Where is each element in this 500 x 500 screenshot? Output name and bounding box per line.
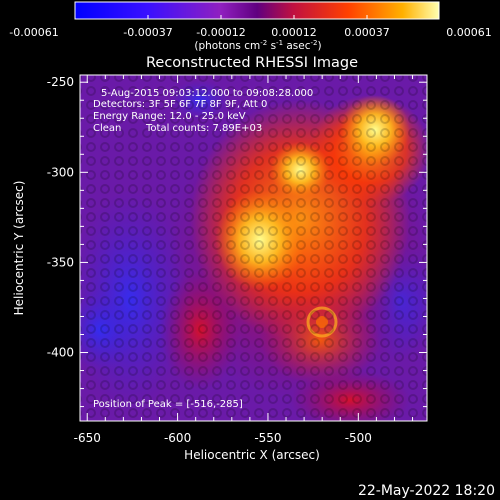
y-tick-label: -250 (47, 75, 74, 89)
colorbar-tick-label: -0.00012 (196, 26, 245, 39)
colorbar-gradient (74, 1, 440, 20)
colorbar-tick-label: 0.00037 (344, 26, 390, 39)
colorbar-units: (photons cm-2 s-1 asec-2) (194, 39, 321, 52)
timestamp: 22-May-2022 18:20 (358, 483, 495, 499)
colorbar-tick-marks (74, 15, 440, 19)
info-time-range: 5-Aug-2015 09:03:12.000 to 09:08:28.000 (101, 88, 313, 99)
y-axis-ticks: -250 -300 -350 -400 (47, 75, 427, 408)
y-axis-label: Heliocentric Y (arcsec) (12, 181, 26, 316)
rhessi-image (80, 75, 427, 421)
x-tick-label: -600 (164, 431, 191, 445)
colorbar-tick-label: -0.00037 (123, 26, 172, 39)
info-total-counts: Total counts: 7.89E+03 (145, 123, 262, 134)
info-method: Clean (93, 123, 121, 134)
x-tick-label: -500 (345, 431, 372, 445)
y-tick-label: -350 (47, 255, 74, 269)
colorbar-tick-label: 0.00012 (271, 26, 317, 39)
colorbar-tick-label: 0.00061 (446, 26, 492, 39)
info-peak-position: Position of Peak = [-516,-285] (93, 399, 243, 410)
x-axis-ticks: -650 -600 -550 -500 (74, 75, 414, 445)
x-tick-label: -650 (74, 431, 101, 445)
info-energy-range: Energy Range: 12.0 - 25.0 keV (93, 111, 246, 122)
plot-title: Reconstructed RHESSI Image (146, 55, 358, 71)
x-tick-label: -550 (254, 431, 281, 445)
plot-frame (79, 74, 428, 422)
y-tick-label: -400 (47, 346, 74, 360)
x-axis-label: Heliocentric X (arcsec) (184, 448, 320, 462)
colorbar: -0.00061 -0.00037 -0.00012 0.00012 0.000… (9, 1, 492, 52)
info-detectors: Detectors: 3F 5F 6F 7F 8F 9F, Att 0 (93, 99, 267, 110)
y-tick-label: -300 (47, 165, 74, 179)
colorbar-tick-label: -0.00061 (9, 26, 58, 39)
